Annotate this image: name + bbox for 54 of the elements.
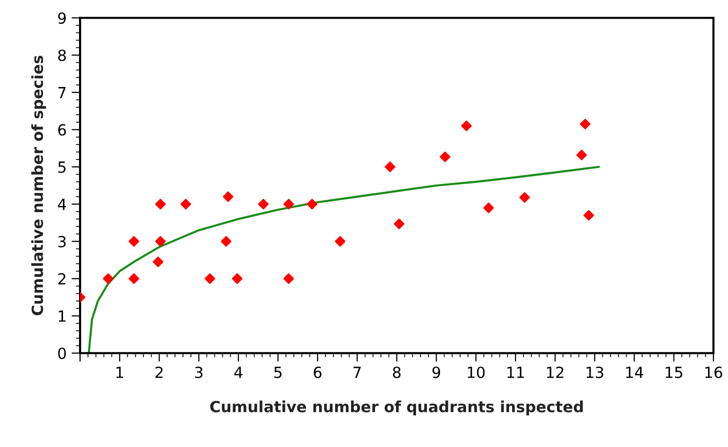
x-axis-title: Cumulative number of quadrants inspected xyxy=(210,400,583,416)
x-tick-label: 13 xyxy=(586,366,604,378)
point xyxy=(583,210,594,221)
x-tick-label: 8 xyxy=(392,366,401,378)
y-tick-label: 1 xyxy=(58,310,66,322)
x-tick-label: 11 xyxy=(507,366,524,378)
point xyxy=(384,162,396,172)
x-tick-label: 4 xyxy=(234,366,242,378)
point xyxy=(519,192,530,203)
y-tick-label: 4 xyxy=(58,198,66,210)
point xyxy=(232,273,243,284)
x-tick-label: 5 xyxy=(274,366,282,378)
y-tick-label: 3 xyxy=(58,236,66,248)
point xyxy=(576,150,587,160)
point xyxy=(204,273,216,284)
line-series xyxy=(88,166,600,354)
x-tick-label: 15 xyxy=(666,366,682,378)
point xyxy=(220,236,232,247)
point xyxy=(283,273,294,284)
point xyxy=(440,152,450,162)
point xyxy=(102,273,114,284)
x-tick-label: 2 xyxy=(156,366,163,378)
point xyxy=(155,236,166,247)
point xyxy=(180,198,192,210)
x-tick-label: 12 xyxy=(547,366,564,378)
point xyxy=(128,273,140,284)
point xyxy=(580,118,590,130)
point xyxy=(394,218,404,230)
x-tick-label: 6 xyxy=(314,366,322,378)
y-tick-label: 2 xyxy=(58,273,66,284)
x-tick-label: 16 xyxy=(705,366,722,378)
y-tick-label: 7 xyxy=(58,87,66,98)
point xyxy=(334,236,346,247)
point xyxy=(222,191,234,202)
y-tick-label: 8 xyxy=(58,50,66,62)
point xyxy=(461,120,472,132)
y-tick-label: 0 xyxy=(58,348,66,360)
point xyxy=(483,202,494,214)
point xyxy=(155,198,166,210)
x-tick-label: 10 xyxy=(468,366,485,378)
x-tick-label: 9 xyxy=(432,366,440,378)
x-tick-label: 3 xyxy=(195,366,202,378)
x-tick-label: 7 xyxy=(354,366,361,378)
x-tick-label: 14 xyxy=(626,366,644,378)
y-tick-label: 5 xyxy=(58,162,66,173)
point xyxy=(306,198,318,210)
point xyxy=(128,236,140,247)
x-tick-label: 1 xyxy=(116,366,124,378)
y-tick-label: 9 xyxy=(58,12,66,24)
point xyxy=(152,256,164,268)
y-axis-title: Cumulative number of species xyxy=(31,56,46,316)
point xyxy=(283,198,294,210)
point xyxy=(258,198,269,210)
y-tick-label: 6 xyxy=(58,124,66,136)
